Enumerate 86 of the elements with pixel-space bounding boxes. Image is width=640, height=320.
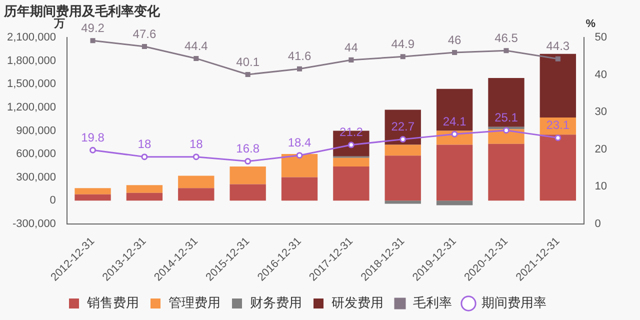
data-label: 19.8	[81, 130, 105, 144]
legend-label: 管理费用	[168, 295, 220, 310]
y-tick-label: 1,800,000	[7, 54, 56, 67]
y-axis-title: 万	[52, 18, 65, 30]
point	[348, 57, 354, 62]
data-label: 46	[448, 32, 462, 47]
point	[141, 154, 148, 160]
bar	[178, 188, 214, 201]
bar	[436, 200, 473, 206]
y-tick-label: -300,000	[12, 218, 56, 230]
bar	[488, 78, 524, 127]
bar	[126, 185, 163, 193]
data-label: 16.8	[236, 142, 260, 156]
bar	[178, 176, 214, 188]
bar	[230, 184, 266, 201]
bar	[384, 110, 421, 145]
bar	[333, 166, 370, 201]
bar	[436, 88, 473, 131]
y-tick-label: 1,500,000	[7, 78, 56, 90]
point	[142, 44, 147, 50]
point	[452, 50, 458, 56]
point	[451, 130, 458, 138]
y-tick-label: 300,000	[16, 171, 56, 184]
bar	[540, 134, 576, 201]
bar	[384, 200, 421, 204]
bar	[74, 188, 111, 194]
point	[400, 136, 406, 143]
data-label: 44.3	[546, 39, 570, 54]
bar	[436, 144, 473, 201]
bar	[384, 156, 421, 201]
bar	[74, 194, 111, 201]
bar	[384, 144, 421, 156]
data-label: 18	[138, 137, 152, 152]
point	[296, 152, 303, 159]
data-label: 24.1	[442, 114, 467, 128]
data-label: 25.1	[494, 110, 518, 125]
y2-tick-label: 50	[594, 32, 608, 44]
data-label: 22.7	[391, 120, 415, 134]
point	[502, 127, 510, 134]
bar	[230, 166, 266, 184]
point	[296, 66, 302, 72]
point	[90, 146, 96, 154]
y2-tick-label: 10	[594, 180, 608, 193]
legend-label: 销售费用	[86, 295, 139, 310]
legend-label: 财务费用	[250, 295, 302, 310]
y-tick-label: 0	[50, 194, 56, 207]
data-label: 40.1	[236, 54, 260, 69]
point	[90, 38, 96, 44]
data-label: 44	[344, 40, 358, 54]
point	[192, 154, 200, 160]
point	[244, 158, 252, 165]
bar	[540, 54, 576, 118]
data-label: 47.6	[132, 26, 156, 41]
y2-tick-label: 40	[594, 68, 608, 81]
chart-title: 历年期间费用及毛利率变化	[3, 3, 161, 18]
point	[504, 48, 509, 54]
bar	[281, 177, 318, 201]
y-tick-label: 600,000	[16, 148, 56, 160]
data-label: 44.4	[184, 38, 208, 53]
y2-tick-label: 30	[594, 106, 608, 118]
y2-axis-title: %	[586, 18, 596, 30]
point	[554, 134, 562, 142]
data-label: 18	[189, 137, 204, 152]
legend-label: 期间费用率	[482, 295, 546, 310]
bar	[333, 158, 370, 166]
data-label: 49.2	[81, 20, 105, 35]
bar	[126, 192, 163, 201]
bar	[281, 154, 318, 178]
point	[555, 56, 560, 62]
y2-tick-label: 20	[594, 143, 608, 156]
point	[348, 142, 354, 148]
y-tick-label: 900,000	[16, 124, 56, 137]
point	[245, 72, 250, 77]
legend-label: 研发费用	[332, 295, 384, 310]
data-label: 46.5	[494, 30, 518, 45]
y-tick-label: 1,200,000	[7, 101, 56, 114]
y2-tick-label: 0	[594, 218, 601, 230]
data-label: 44.9	[391, 36, 415, 51]
legend-label: 毛利率	[413, 295, 452, 310]
bar	[488, 144, 524, 201]
y-tick-label: 2,100,000	[7, 32, 56, 44]
data-label: 41.6	[288, 49, 312, 64]
point	[400, 54, 406, 60]
data-label: 23.1	[546, 118, 570, 132]
point	[194, 56, 199, 61]
data-label: 18.4	[288, 136, 312, 150]
